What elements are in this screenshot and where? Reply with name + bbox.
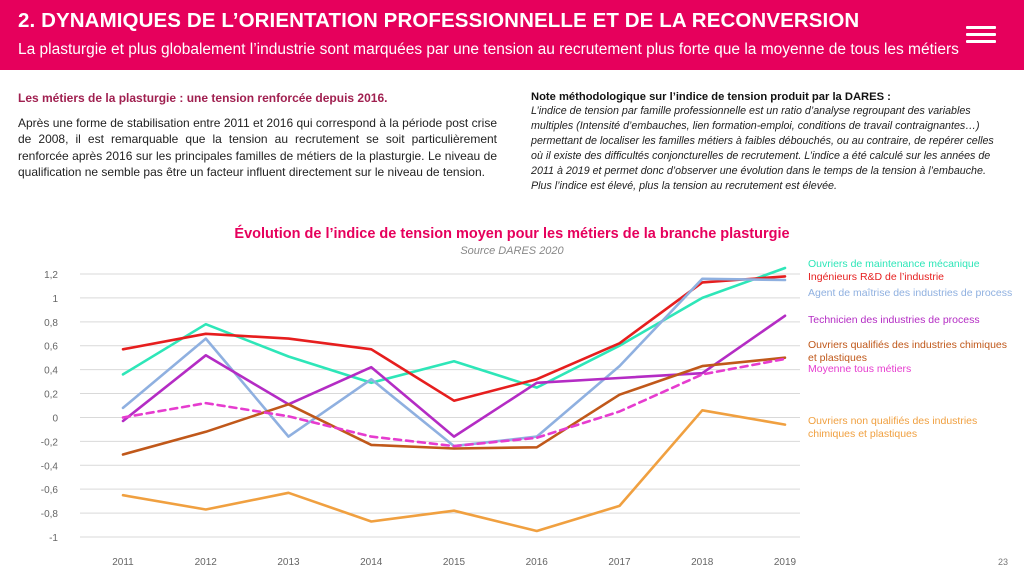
y-tick-label: 1,2 (44, 270, 58, 281)
x-tick-label: 2013 (277, 557, 300, 568)
y-tick-label: 0,2 (44, 390, 58, 401)
legend-entry: Ouvriers qualifiés des industries chimiq… (808, 339, 1007, 364)
legend-entry: Ouvriers de maintenance mécanique (808, 258, 980, 270)
legend-entry: Ingénieurs R&D de l’industrie (808, 271, 944, 283)
y-tick-label: 0,4 (44, 366, 58, 377)
legend-entry: Technicien des industries de process (808, 314, 980, 326)
methodology-note: Note méthodologique sur l’indice de tens… (531, 91, 996, 194)
y-tick-label: -0,2 (41, 437, 59, 448)
header-banner: 2. DYNAMIQUES DE L’ORIENTATION PROFESSIO… (0, 0, 1024, 70)
chart-title: Évolution de l’indice de tension moyen p… (234, 226, 790, 242)
y-tick-label: -0,4 (41, 461, 59, 472)
page-number: 23 (998, 557, 1009, 567)
x-tick-label: 2017 (608, 557, 631, 568)
x-tick-label: 2015 (443, 557, 466, 568)
series-line (121, 356, 787, 456)
series-line (121, 275, 787, 403)
y-tick-label: 0 (52, 413, 58, 424)
y-tick-label: -0,8 (41, 509, 59, 520)
analysis-body: Après une forme de stabilisation entre 2… (18, 116, 497, 179)
legend-entry: Agent de maîtrise des industries de proc… (808, 287, 1012, 299)
y-tick-label: -1 (49, 533, 58, 544)
y-tick-label: 1 (52, 294, 58, 305)
hamburger-menu-icon[interactable] (962, 24, 998, 46)
page-subtitle: La plasturgie et plus globalement l’indu… (18, 41, 959, 58)
legend-entry: Ouvriers non qualifiés des industries chi… (808, 415, 977, 440)
analysis-title: Les métiers de la plasturgie : une tensi… (18, 91, 388, 105)
x-tick-label: 2018 (691, 557, 714, 568)
y-tick-label: 0,6 (44, 342, 58, 353)
series-line (121, 408, 787, 533)
analysis-section: Les métiers de la plasturgie : une tensi… (18, 91, 497, 180)
x-tick-label: 2011 (112, 557, 134, 568)
x-tick-label: 2012 (195, 557, 218, 568)
legend-entry: Moyenne tous métiers (808, 363, 911, 375)
series-line (121, 357, 787, 448)
y-tick-label: -0,6 (41, 485, 59, 496)
page-title: 2. DYNAMIQUES DE L’ORIENTATION PROFESSIO… (18, 9, 860, 32)
chart-source: Source DARES 2020 (460, 245, 564, 257)
methodology-title: Note méthodologique sur l’indice de tens… (531, 91, 891, 103)
x-tick-label: 2016 (526, 557, 549, 568)
x-tick-label: 2019 (774, 557, 797, 568)
y-tick-label: 0,8 (44, 318, 58, 329)
methodology-body: L’indice de tension par famille professi… (531, 105, 994, 192)
x-tick-label: 2014 (360, 557, 383, 568)
